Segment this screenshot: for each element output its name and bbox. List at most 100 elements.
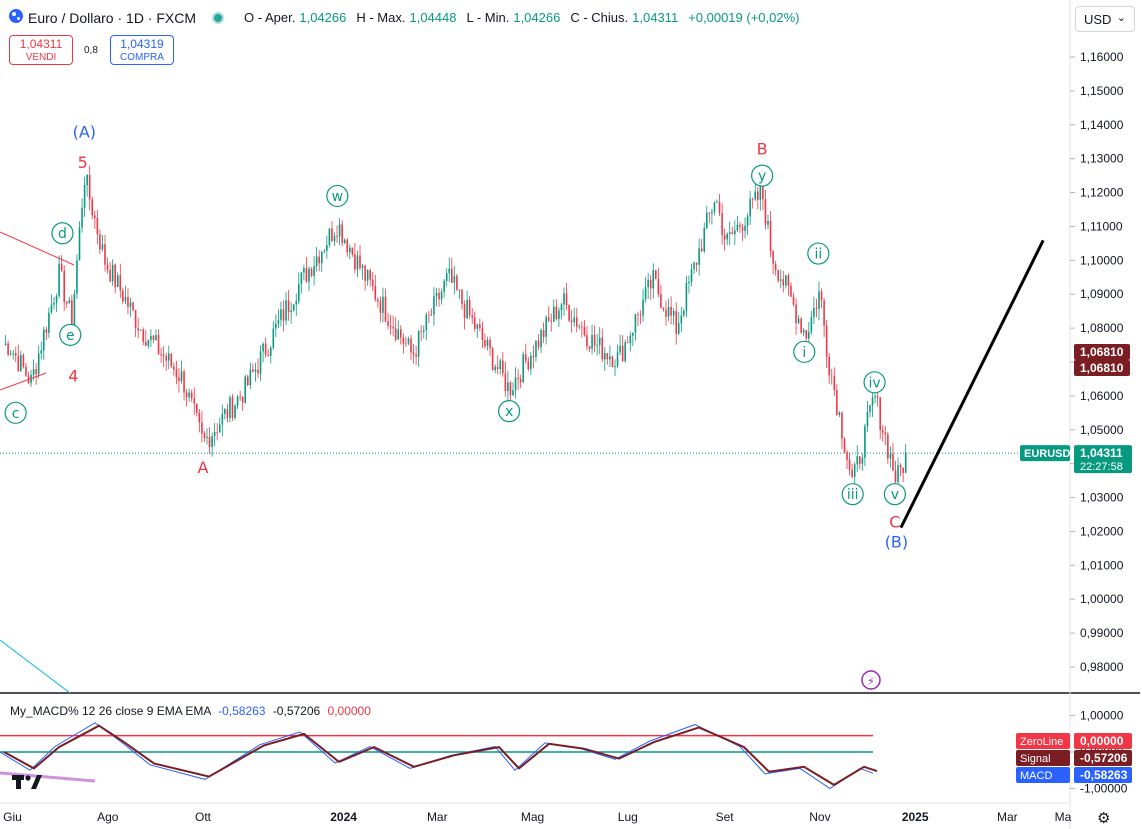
wave-label: w	[332, 189, 343, 205]
sell-label: VENDI	[25, 52, 57, 63]
candle-body	[545, 317, 547, 337]
buy-button[interactable]: 1,04319 COMPRA	[110, 35, 174, 65]
candle-body	[400, 329, 402, 338]
signal-tag-label: Signal	[1020, 753, 1051, 765]
candle-body	[356, 255, 359, 270]
candle-body	[198, 412, 201, 423]
candle-body	[604, 353, 606, 360]
candle-body	[532, 355, 535, 357]
signal-line	[3, 724, 878, 787]
candle-body	[823, 300, 825, 326]
candle-body	[216, 432, 218, 433]
candle-body	[484, 339, 486, 347]
level-label-2-bg	[1074, 360, 1130, 376]
candle-body	[578, 326, 581, 328]
candle-body	[226, 409, 229, 418]
candle-body	[203, 433, 206, 438]
candle-body	[402, 337, 405, 344]
candle-body	[78, 227, 81, 261]
candle-body	[17, 355, 20, 371]
candle-body	[889, 453, 892, 459]
wave-label: e	[66, 328, 75, 344]
gear-icon[interactable]: ⚙	[1097, 810, 1111, 827]
zero-legend-value: 0,00000	[327, 704, 371, 718]
candle-body	[326, 245, 328, 251]
price-tick-label: 1,14000	[1080, 118, 1124, 132]
wave-label: (A)	[73, 123, 96, 142]
candle-body	[642, 299, 644, 316]
candle-body	[836, 390, 838, 415]
candle-body	[777, 269, 779, 281]
symbol-logo-icon[interactable]	[8, 8, 24, 27]
candle-body	[173, 366, 175, 370]
wave-label: v	[891, 487, 899, 503]
tradingview-logo-icon[interactable]	[12, 772, 42, 796]
symbol-title[interactable]: Euro / Dollaro · 1D · FXCM	[28, 9, 197, 26]
spread-value: 0,8	[84, 45, 98, 56]
candle-body	[456, 276, 458, 290]
wave-label: iii	[847, 487, 859, 503]
candle-body	[366, 270, 369, 281]
candle-body	[716, 202, 718, 203]
candle-body	[489, 339, 491, 349]
candle-body	[665, 309, 667, 317]
candle-body	[820, 291, 823, 301]
candle-body	[81, 207, 83, 228]
candle-body	[887, 434, 889, 459]
candle-body	[881, 429, 884, 433]
candle-body	[88, 175, 91, 200]
candle-body	[415, 354, 417, 357]
candle-body	[211, 436, 213, 448]
candle-body	[851, 469, 853, 477]
symbol-tag-bg	[1020, 445, 1070, 462]
candle-body	[825, 325, 828, 357]
countdown-tag: 22:27:58	[1080, 461, 1123, 473]
candle-body	[53, 302, 55, 305]
candle-body	[196, 403, 198, 413]
candle-body	[598, 337, 601, 345]
candle-body	[680, 315, 683, 324]
candle-body	[463, 304, 466, 319]
candle-body	[320, 251, 323, 264]
close-label: C - Chius.	[570, 10, 629, 25]
candle-body	[282, 309, 285, 321]
candle-body	[866, 411, 869, 427]
candle-body	[586, 335, 588, 347]
candle-body	[813, 307, 815, 318]
time-tick-label: Mar	[997, 810, 1018, 824]
wave-label-circle	[841, 483, 864, 506]
candle-body	[662, 307, 665, 310]
candle-body	[553, 306, 555, 322]
wave-label-circle	[51, 222, 74, 245]
macd-legend[interactable]: My_MACD% 12 26 close 9 EMA EMA -0,58263 …	[10, 704, 371, 718]
sell-button[interactable]: 1,04311 VENDI	[9, 35, 73, 65]
candle-body	[124, 296, 127, 302]
candle-body	[382, 296, 384, 313]
candle-body	[328, 228, 331, 246]
candle-body	[71, 300, 73, 330]
candle-body	[461, 289, 463, 305]
candle-body	[805, 330, 808, 339]
candle-body	[269, 347, 272, 356]
candle-body	[76, 260, 78, 294]
candle-body	[502, 360, 504, 374]
currency-select[interactable]: USD ⌄	[1075, 6, 1135, 32]
currency-value: USD	[1084, 12, 1112, 27]
candle-body	[303, 268, 305, 273]
candle-body	[170, 353, 173, 367]
candle-body	[137, 328, 139, 331]
candle-body	[22, 354, 25, 367]
candle-body	[287, 300, 290, 313]
candle-body	[624, 342, 626, 362]
market-status-icon[interactable]	[212, 11, 225, 24]
candle-body	[466, 299, 468, 319]
candle-body	[86, 175, 88, 186]
candle-body	[178, 377, 180, 382]
candle-body	[422, 330, 425, 332]
candle-body	[119, 275, 122, 291]
level-label-2: 1,06810	[1080, 361, 1124, 375]
high-label: H - Max.	[356, 10, 406, 25]
time-tick-label: Set	[716, 810, 735, 824]
